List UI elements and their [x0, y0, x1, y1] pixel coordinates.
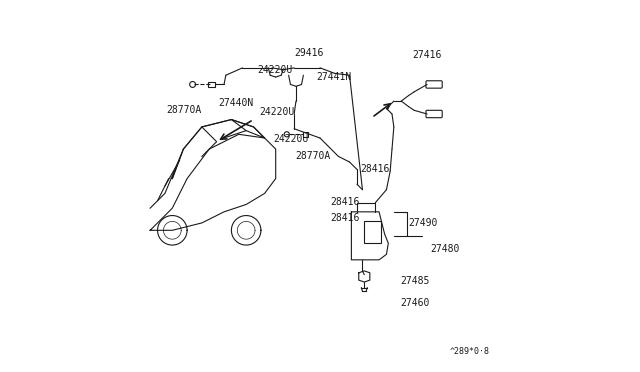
Text: 28416: 28416	[330, 213, 359, 223]
Text: 27440N: 27440N	[218, 98, 253, 108]
Text: 27441N: 27441N	[316, 72, 351, 82]
Text: 28416: 28416	[330, 197, 359, 207]
Text: 24220U: 24220U	[273, 134, 308, 144]
Text: 28416: 28416	[360, 164, 390, 174]
Text: 24220U: 24220U	[257, 65, 292, 75]
FancyBboxPatch shape	[426, 81, 442, 88]
Text: 27480: 27480	[431, 244, 460, 254]
FancyBboxPatch shape	[208, 82, 215, 87]
Text: 27490: 27490	[408, 218, 438, 228]
Text: ^289*0·8: ^289*0·8	[450, 347, 490, 356]
Text: 28770A: 28770A	[295, 151, 330, 161]
FancyBboxPatch shape	[364, 221, 381, 243]
FancyBboxPatch shape	[303, 132, 308, 137]
Text: 27460: 27460	[401, 298, 430, 308]
Text: 29416: 29416	[294, 48, 324, 58]
Text: 28770A: 28770A	[167, 105, 202, 115]
Text: 27416: 27416	[412, 50, 442, 60]
Text: 27485: 27485	[401, 276, 430, 286]
Text: 24220U: 24220U	[259, 107, 294, 117]
FancyBboxPatch shape	[426, 110, 442, 118]
